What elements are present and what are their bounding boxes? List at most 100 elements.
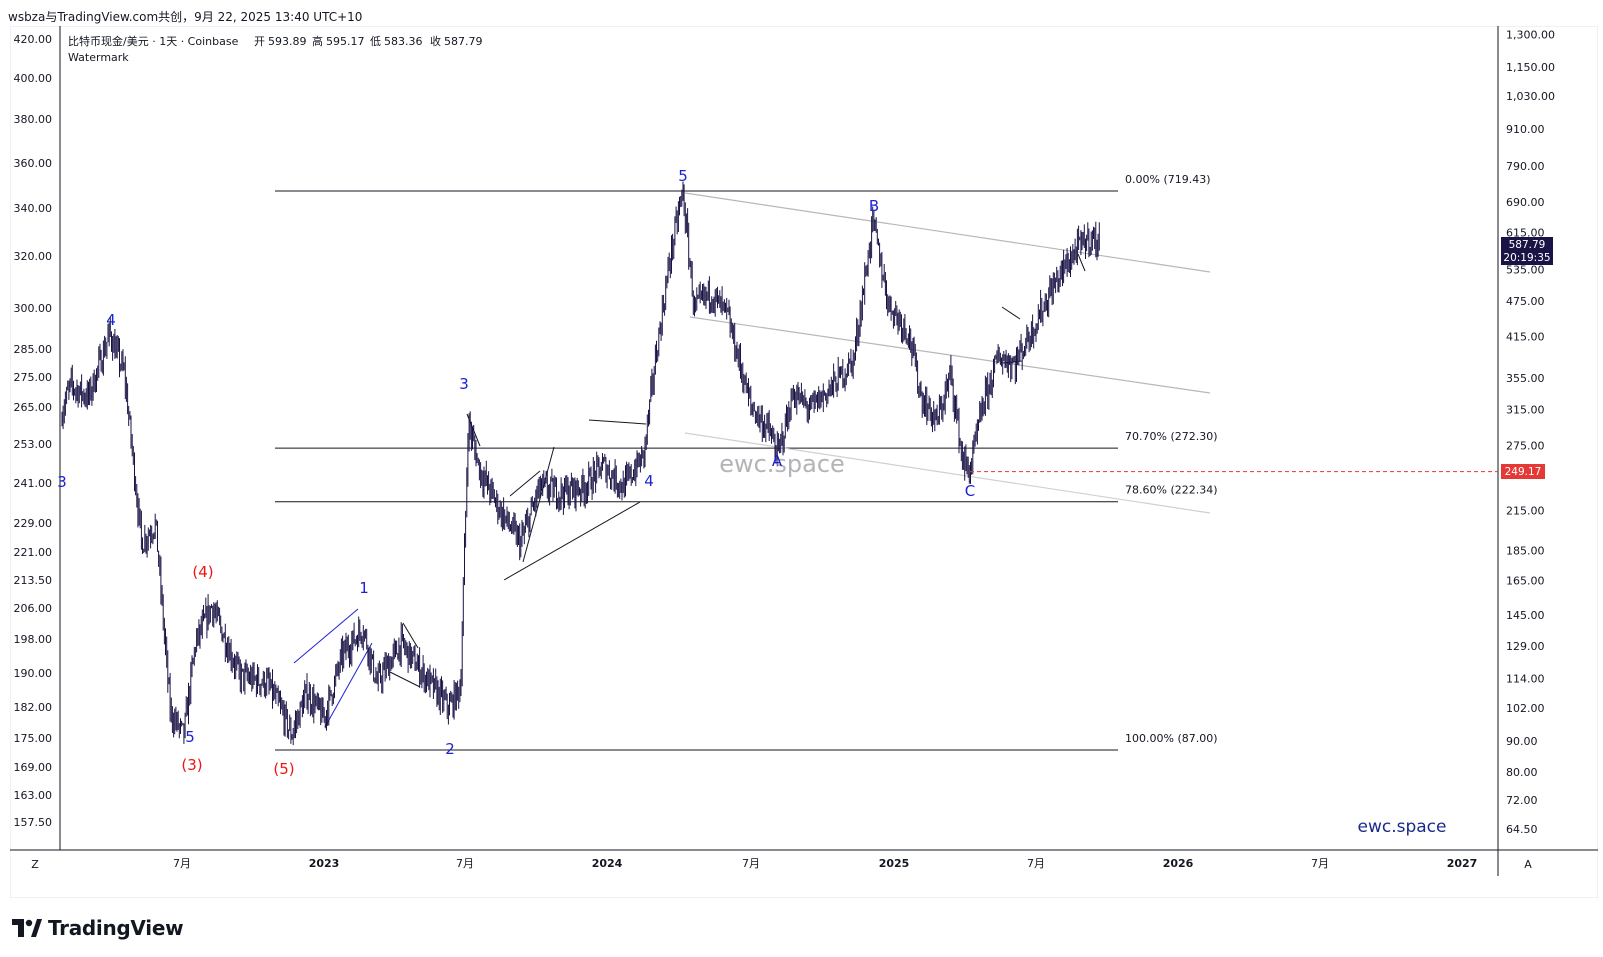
left-tick: 182.00 <box>14 701 53 714</box>
time-tick: 2025 <box>879 857 910 870</box>
timezone-toggle[interactable]: Z <box>31 858 39 871</box>
left-tick: 265.00 <box>14 401 53 414</box>
left-tick: 400.00 <box>14 72 53 85</box>
legend-high-value: 595.17 <box>326 35 365 48</box>
channel-upper-line[interactable] <box>684 192 1211 273</box>
legend-low-value: 583.36 <box>384 35 423 48</box>
wave-labels: 4 5 (3) (4) (5) 1 2 3 4 5 A B C 3 <box>57 167 975 778</box>
right-tick: 145.00 <box>1506 609 1545 622</box>
last-price-badge[interactable]: 587.79 20:19:35 <box>1501 237 1553 265</box>
left-tick: 229.00 <box>14 517 53 530</box>
right-tick: 102.00 <box>1506 702 1545 715</box>
legend-low-label: 低 <box>370 35 381 48</box>
triangle-line[interactable] <box>503 501 641 581</box>
right-tick: 415.00 <box>1506 331 1545 344</box>
right-tick: 80.00 <box>1506 766 1538 779</box>
fib-retracement[interactable]: 0.00% (719.43) 70.70% (272.30) 78.60% (222… <box>275 173 1218 751</box>
time-tick: 2023 <box>309 857 340 870</box>
right-tick: 790.00 <box>1506 160 1545 173</box>
right-tick: 910.00 <box>1506 123 1545 136</box>
watermark-brand: ewc.space <box>1358 817 1447 837</box>
legend-open-label: 开 <box>254 35 265 48</box>
triangle-line[interactable] <box>522 446 555 563</box>
flag-line[interactable] <box>389 671 421 688</box>
right-tick: 690.00 <box>1506 196 1545 209</box>
drawings[interactable] <box>293 192 1211 728</box>
wave-label: 3 <box>459 375 469 393</box>
right-tick: 185.00 <box>1506 544 1545 557</box>
last-price-value: 587.79 <box>1509 239 1546 251</box>
time-tick: 2026 <box>1163 857 1194 870</box>
left-tick: 190.00 <box>14 667 53 680</box>
triangle-line[interactable] <box>588 419 647 425</box>
time-tick: 7月 <box>456 857 474 870</box>
right-tick: 165.00 <box>1506 575 1545 588</box>
left-tick: 275.00 <box>14 371 53 384</box>
wave-label: B <box>869 197 879 215</box>
left-tick: 198.00 <box>14 633 53 646</box>
time-tick: 7月 <box>1027 857 1045 870</box>
left-tick: 175.00 <box>14 732 53 745</box>
left-tick: 163.00 <box>14 789 53 802</box>
legend-symbol: 比特币现金/美元 · 1天 · Coinbase <box>68 34 239 48</box>
publish-info: wsbza与TradingView.com共创，9月 22, 2025 13:4… <box>8 10 363 24</box>
tradingview-logo[interactable]: TradingView <box>12 916 184 940</box>
flag-line[interactable] <box>402 622 419 649</box>
legend-close-value: 587.79 <box>444 35 483 48</box>
right-tick: 1,030.00 <box>1506 90 1555 103</box>
left-tick: 360.00 <box>14 157 53 170</box>
time-tick: 7月 <box>742 857 760 870</box>
wave-label: (3) <box>181 756 202 774</box>
time-tick: 2027 <box>1447 857 1478 870</box>
wave-label: 4 <box>644 472 654 490</box>
right-tick: 90.00 <box>1506 735 1538 748</box>
right-tick: 315.00 <box>1506 404 1545 417</box>
right-tick: 475.00 <box>1506 295 1545 308</box>
left-tick: 420.00 <box>14 33 53 46</box>
auto-scale-toggle[interactable]: A <box>1524 858 1532 871</box>
legend-watermark: Watermark <box>68 51 129 64</box>
chart-container[interactable]: 比特币现金/美元 · 1天 · Coinbase 开 593.89 高 595.… <box>10 26 1598 898</box>
triangle-line[interactable] <box>509 470 541 497</box>
wave-label: A <box>772 452 783 470</box>
fib-level-label: 70.70% (272.30) <box>1125 430 1218 443</box>
flag-line[interactable] <box>1077 253 1086 272</box>
chart-svg[interactable]: 比特币现金/美元 · 1天 · Coinbase 开 593.89 高 595.… <box>10 26 1598 898</box>
fib-level-label: 100.00% (87.00) <box>1125 732 1218 745</box>
time-axis-ticks: 7月 2023 7月 2024 7月 2025 7月 2026 7月 2027 … <box>31 857 1532 871</box>
price-series[interactable] <box>61 181 1100 746</box>
left-tick: 300.00 <box>14 302 53 315</box>
right-axis-ticks: 1,300.00 1,150.00 1,030.00 910.00 790.00 690.… <box>1506 28 1555 836</box>
flag-line[interactable] <box>1001 306 1021 320</box>
right-tick: 129.00 <box>1506 640 1545 653</box>
left-tick: 213.50 <box>14 574 53 587</box>
left-tick: 253.00 <box>14 438 53 451</box>
tradingview-logo-text: TradingView <box>48 916 184 940</box>
right-tick: 615.00 <box>1506 227 1545 240</box>
channel-middle-line[interactable] <box>689 316 1211 394</box>
right-tick: 215.00 <box>1506 505 1545 518</box>
wedge-line[interactable] <box>324 642 373 728</box>
left-tick: 206.00 <box>14 602 53 615</box>
wave-label: 4 <box>106 311 116 329</box>
wave-label: (5) <box>273 760 294 778</box>
wave-label: (4) <box>192 563 213 581</box>
fib-level-label: 78.60% (222.34) <box>1125 484 1218 497</box>
right-tick: 72.00 <box>1506 794 1538 807</box>
wave-label: 5 <box>185 728 195 746</box>
time-tick: 2024 <box>592 857 623 870</box>
wedge-line[interactable] <box>293 608 359 664</box>
left-tick: 169.00 <box>14 761 53 774</box>
right-tick: 535.00 <box>1506 263 1545 276</box>
last-price-badge-bg <box>1501 237 1553 265</box>
alert-price-badge-bg <box>1501 464 1545 479</box>
time-tick: 7月 <box>1311 857 1329 870</box>
fib-level-label: 0.00% (719.43) <box>1125 173 1211 186</box>
right-tick: 1,150.00 <box>1506 61 1555 74</box>
channel-lower-line[interactable] <box>684 432 1211 514</box>
wave-label: 5 <box>678 167 688 185</box>
right-tick: 1,300.00 <box>1506 28 1555 41</box>
alert-price-badge[interactable]: 249.17 <box>1501 464 1545 479</box>
legend-open-value: 593.89 <box>268 35 307 48</box>
alert-price-value: 249.17 <box>1505 466 1542 478</box>
